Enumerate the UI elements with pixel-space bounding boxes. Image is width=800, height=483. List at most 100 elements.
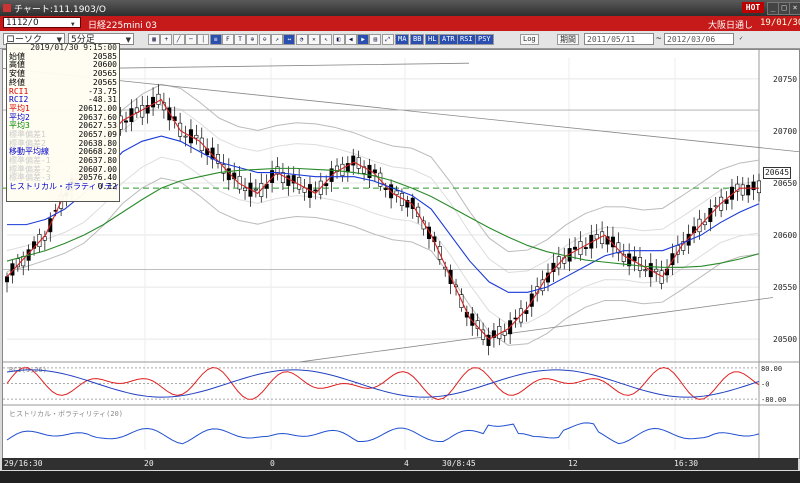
range-separator: ~ [656, 34, 662, 44]
pointer-icon[interactable]: ↖ [320, 34, 333, 45]
grid-icon[interactable]: ▦ [148, 34, 160, 45]
hv-panel: ヒストリカル・ボラティリティ(20) [6, 410, 760, 445]
info-row: 平均2 20637.60 [7, 112, 119, 123]
atr-button[interactable]: ATR [439, 34, 458, 45]
info-row: 標準偏差-1 20637.80 [7, 156, 119, 166]
info-row: 始値 20585 [7, 51, 119, 62]
support-line [298, 297, 774, 363]
ma-line-2 [7, 135, 760, 293]
hl-button[interactable]: HL [425, 34, 440, 45]
rci-line-2 [6, 369, 760, 398]
hv-title: ヒストリカル・ボラティリティ(20) [9, 410, 123, 418]
candle-body [573, 246, 578, 250]
checkbox-icon[interactable]: ✓ [739, 35, 743, 42]
date-to-input[interactable]: 2012/03/06 [664, 33, 734, 45]
candle-body [502, 331, 507, 336]
price-label: 20700 [773, 127, 797, 136]
scroll-left-icon[interactable]: ◀ [344, 34, 357, 45]
candle-body [426, 226, 431, 239]
horizontal-line-icon[interactable]: ─ [184, 34, 197, 45]
candle-body [486, 334, 491, 346]
candle-body [140, 105, 145, 118]
log-button[interactable]: Log [520, 34, 539, 45]
info-value: 20585 [92, 51, 117, 61]
arrow-icon[interactable]: ↗ [271, 34, 283, 45]
period-button[interactable]: 期間 [557, 34, 579, 45]
candle-body [329, 168, 334, 182]
scroll-right-icon[interactable]: ▶ [357, 34, 370, 45]
candle-body [183, 135, 188, 138]
fibonacci-icon[interactable]: F [221, 34, 234, 45]
info-label: ヒストリカル・ボラティリティ [9, 182, 121, 192]
bb-button[interactable]: BB [410, 34, 425, 45]
info-row: RCI1 -73.75 [7, 86, 119, 97]
text-icon[interactable]: T [234, 34, 247, 45]
info-row: 標準偏差2 20638.80 [7, 139, 119, 149]
info-label: 標準偏差-1 [9, 156, 51, 166]
trend-lines [2, 62, 800, 363]
rsi-button[interactable]: RSI [457, 34, 476, 45]
band-line [6, 104, 760, 273]
info-label: 終値 [9, 77, 25, 87]
crosshair-icon[interactable]: + [160, 34, 173, 45]
delete-icon[interactable]: ✕ [307, 34, 320, 45]
channel-icon[interactable]: ≡ [209, 34, 222, 45]
info-row: 平均3 20627.53 [7, 121, 119, 131]
info-timestamp: 2019/01/30 9:15:00 [30, 43, 117, 52]
price-label: 20750 [773, 75, 797, 84]
psy-button[interactable]: PSY [475, 34, 494, 45]
zoom-in-icon[interactable]: ⊕ [246, 34, 259, 45]
info-label: RCI2 [9, 95, 29, 105]
candle-body [124, 120, 129, 123]
cycle-icon[interactable]: ◔ [295, 34, 308, 45]
candle-body [286, 175, 291, 186]
candle-body [372, 169, 377, 174]
candle-body [756, 180, 761, 194]
hot-button[interactable]: HOT [742, 2, 764, 13]
info-value: 0.12 [97, 182, 117, 192]
candle-body [524, 310, 529, 314]
ma-button[interactable]: MA [395, 34, 410, 45]
info-value: -73.75 [88, 86, 117, 96]
info-row: 安値 20565 [7, 69, 119, 79]
toolbar: ローソク ▼ 5分足 ▼ ▦ + ╱ ─ │ ≡ F T ⊕ ⊖ ↗ ↔ ◔ ✕ ↖ ◧ ◀ ▶ ▤ ⤢ MA BB … [0, 31, 800, 49]
info-label: 移動平均線 [9, 147, 49, 157]
measure-icon[interactable]: ↔ [283, 34, 296, 45]
info-value: 20637.80 [78, 156, 117, 166]
vertical-line-icon[interactable]: │ [197, 34, 210, 45]
zoom-out-icon[interactable]: ⊖ [258, 34, 271, 45]
info-row: 標準偏差1 20657.09 [7, 130, 119, 140]
hv-line [6, 422, 760, 445]
candle-body [513, 317, 518, 320]
symbol-code-input[interactable]: 1112/O ▼ [3, 17, 81, 28]
color-icon[interactable]: ◧ [332, 34, 345, 45]
page-icon[interactable]: ▤ [369, 34, 382, 45]
moving-averages [6, 98, 760, 340]
date-from-input[interactable]: 2011/05/11 [584, 33, 654, 45]
candle-body [654, 268, 659, 273]
interval-value: 5分足 [71, 35, 95, 45]
close-icon[interactable]: × [789, 2, 800, 15]
candle-body [491, 330, 496, 338]
candle-body [199, 137, 204, 151]
candle-body [275, 166, 280, 175]
info-panel: 2019/01/30 9:15:00 始値 20585 高値 20600 安値 20565… [6, 43, 120, 202]
window-title: チャート:111.1903/O [14, 5, 107, 15]
fit-icon[interactable]: ⤢ [381, 34, 394, 45]
candle-body [280, 172, 285, 184]
symbol-bar: 1112/O ▼ 日経225mini 03 大阪日通し 19/01/30 [0, 16, 800, 31]
info-row: 移動平均線 20668.20 [7, 147, 119, 157]
chevron-down-icon[interactable]: ▼ [71, 21, 75, 28]
trend-line-icon[interactable]: ╱ [172, 34, 185, 45]
chart-area[interactable]: 20750 20700 20650 20600 20550 20500 RCI(9,26)… [2, 49, 800, 459]
chart-type-value: ローソク [6, 35, 43, 45]
candle-body [659, 270, 664, 284]
candle-body [297, 176, 302, 190]
band-line [6, 83, 760, 253]
candle-body [4, 276, 10, 283]
candle-body [713, 205, 718, 208]
resistance-line [92, 62, 470, 69]
info-label: 平均2 [9, 112, 30, 122]
